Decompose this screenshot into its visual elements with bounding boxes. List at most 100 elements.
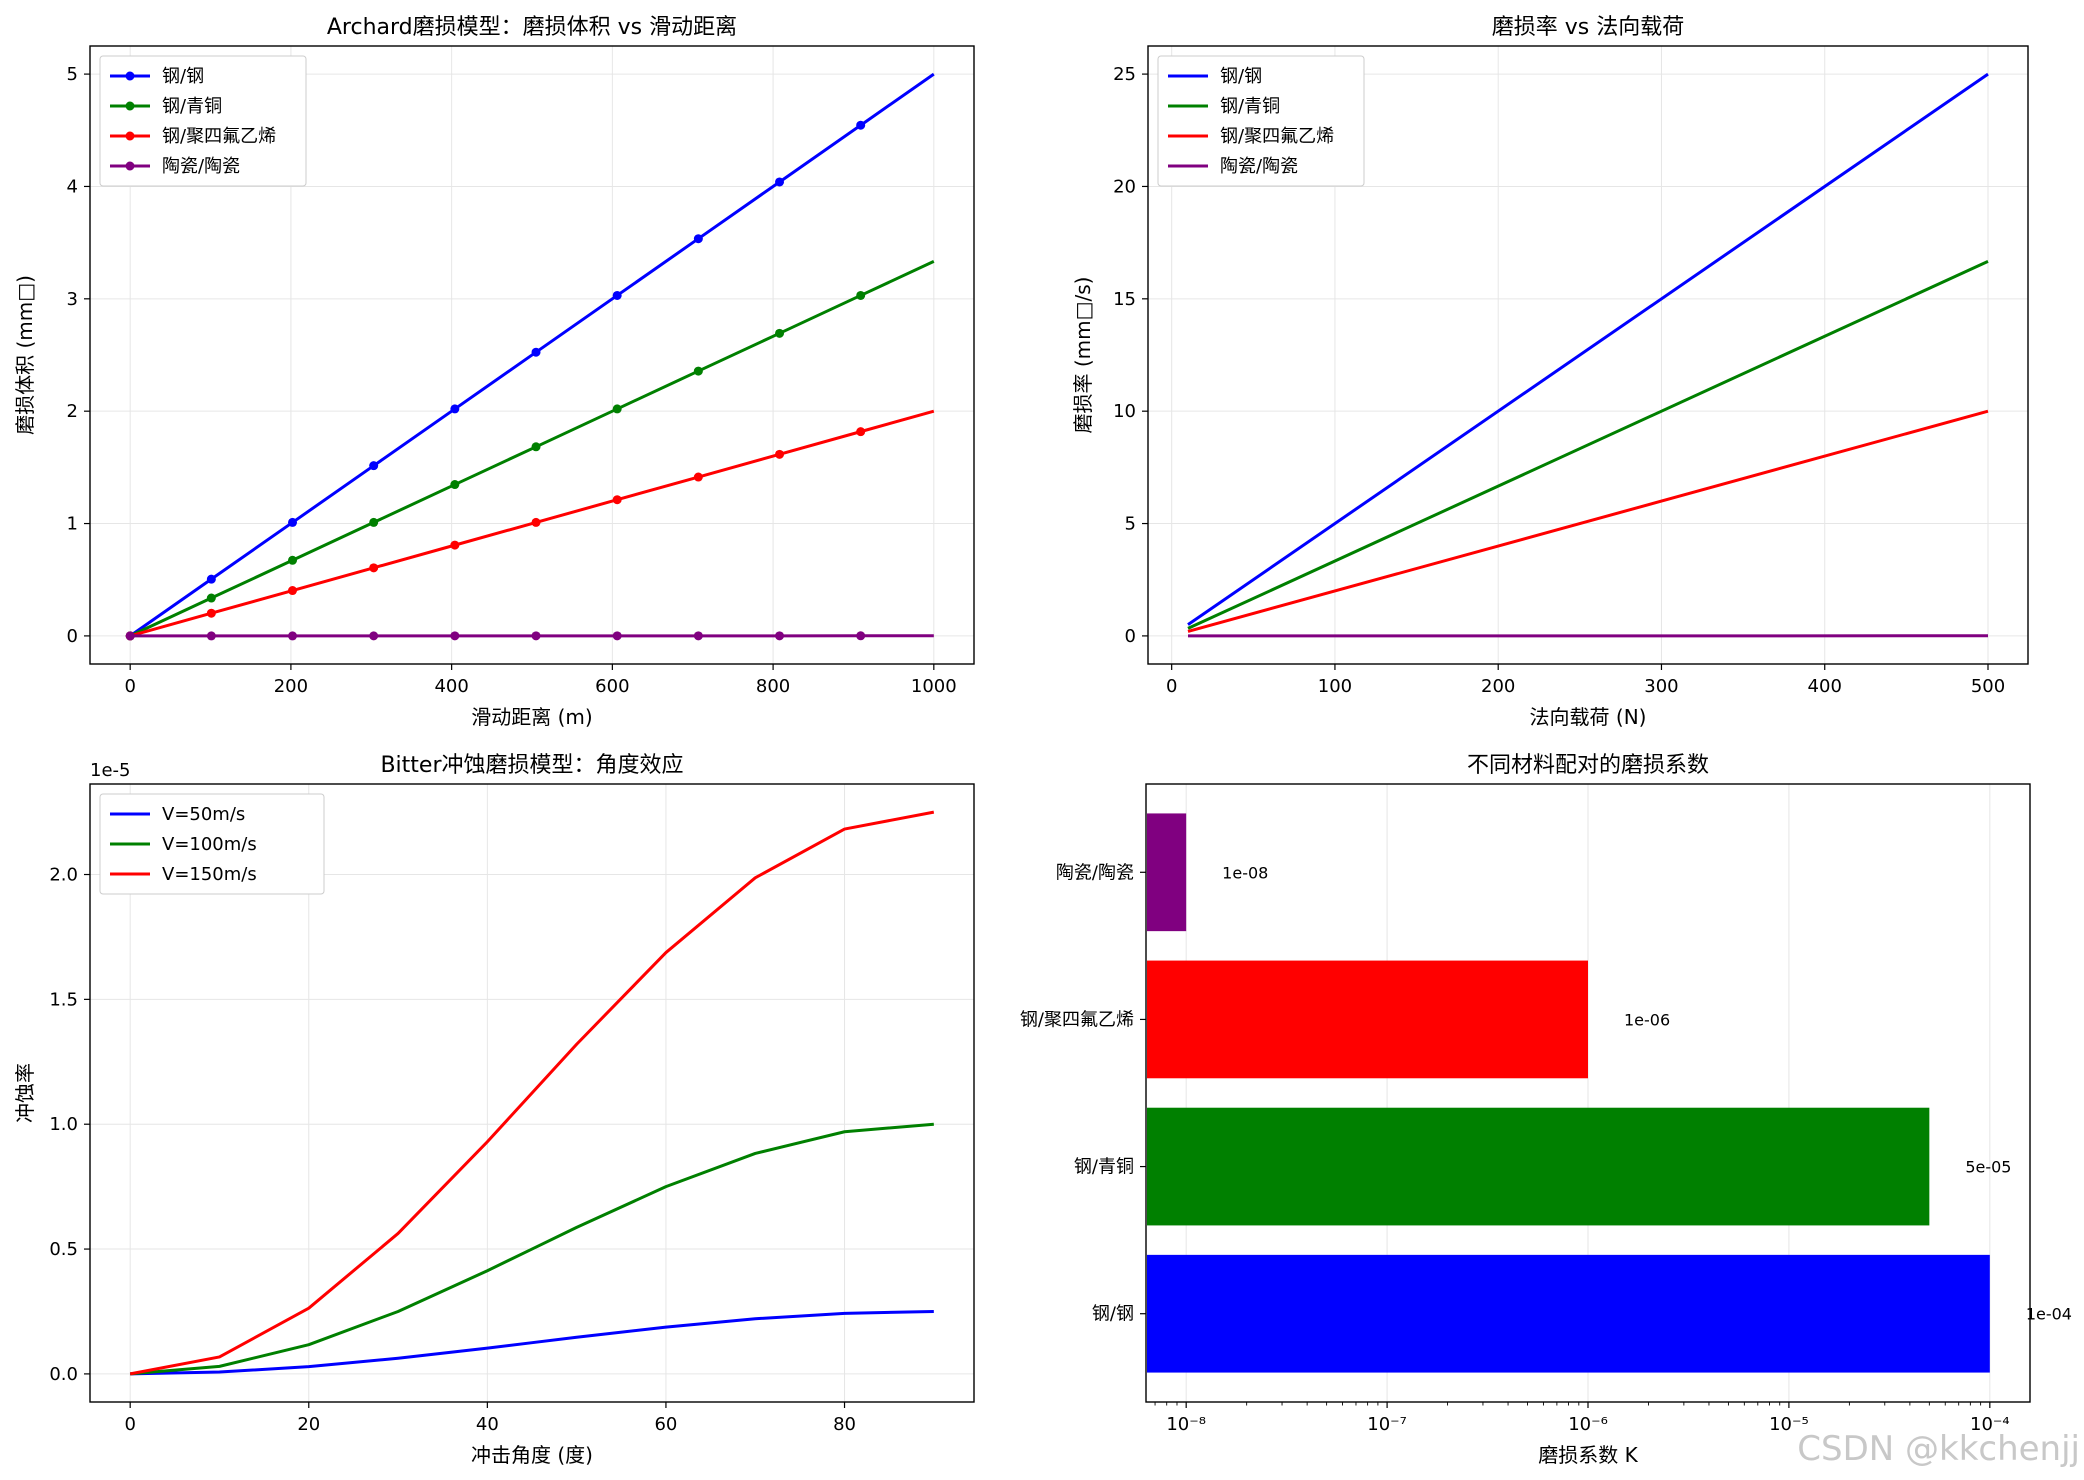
series-point (856, 120, 866, 130)
y-tick-label: 1 (67, 514, 78, 535)
bar (1147, 813, 1187, 932)
x-tick-label: 10⁻⁶ (1568, 1414, 1608, 1435)
legend-entry: 钢/聚四氟乙烯 (162, 126, 276, 147)
y-tick-label: 5 (1125, 514, 1136, 535)
x-tick-label: 80 (833, 1414, 856, 1435)
y-tick-label: 0.5 (49, 1239, 78, 1260)
y-tick-label: 2 (67, 401, 78, 422)
legend-entry: V=50m/s (162, 804, 245, 825)
y-axis-label: 冲蚀率 (13, 1063, 37, 1123)
axes-frame (89, 783, 975, 1403)
x-tick-label: 300 (1644, 676, 1678, 697)
series-point (531, 442, 541, 452)
x-tick-label: 800 (756, 676, 790, 697)
x-axis-label: 磨损系数 K (1538, 1443, 1638, 1467)
series-point (206, 631, 216, 641)
series-point (450, 480, 460, 490)
legend-entry: 钢/青铜 (162, 96, 222, 117)
x-tick-label: 400 (1808, 676, 1842, 697)
y-tick-label: 0.0 (49, 1364, 78, 1385)
x-tick-label: 10⁻⁷ (1367, 1414, 1407, 1435)
x-tick-label: 0 (124, 676, 135, 697)
x-tick-label: 100 (1318, 676, 1352, 697)
legend-marker (125, 71, 135, 81)
legend-entry: 陶瓷/陶瓷 (1220, 156, 1298, 177)
y-tick-label: 1.5 (49, 989, 78, 1010)
series-line-2 (1187, 409, 1989, 633)
chart-title: 不同材料配对的磨损系数 (1467, 753, 1709, 778)
bar-value-label: 5e-05 (1965, 1158, 2011, 1177)
x-axis-label: 法向载荷 (N) (1530, 705, 1647, 729)
x-tick-label: 1000 (911, 676, 957, 697)
y-axis-label: 磨损体积 (mm□) (13, 275, 37, 435)
legend-marker (125, 101, 135, 111)
series-point (612, 631, 622, 641)
x-tick-label: 10⁻⁴ (1970, 1414, 2010, 1435)
x-tick-label: 10⁻⁵ (1769, 1414, 1809, 1435)
series-line-0 (1187, 72, 1989, 626)
chart-archard-wear-volume: 0 200 400 600 800 1000 0 1 2 3 4 5 Archard磨损模型：磨损体积 … (13, 15, 975, 729)
y-tick-label: 25 (1113, 64, 1136, 85)
series-point (693, 366, 703, 376)
y-tick-label: 5 (67, 64, 78, 85)
x-tick-label: 200 (274, 676, 308, 697)
bar-value-label: 1e-06 (1624, 1010, 1670, 1029)
legend: V=50m/s V=100m/s V=150m/s (99, 793, 325, 895)
bar (1147, 960, 1588, 1079)
series-point (856, 631, 866, 641)
x-tick-label: 400 (434, 676, 468, 697)
series-point (450, 404, 460, 414)
chart-title: Archard磨损模型：磨损体积 vs 滑动距离 (327, 15, 737, 40)
y-tick-label: 1.0 (49, 1114, 78, 1135)
x-tick-label: 600 (595, 676, 629, 697)
legend-entry: 钢/聚四氟乙烯 (1220, 126, 1334, 147)
x-tick-label: 20 (297, 1414, 320, 1435)
y-tick-label: 2.0 (49, 865, 78, 886)
y-tick-label: 0 (67, 626, 78, 647)
series-point (369, 631, 379, 641)
y-tick-label: 陶瓷/陶瓷 (1056, 862, 1134, 883)
series-line-2 (129, 810, 935, 1376)
x-axis-label: 滑动距离 (m) (471, 705, 592, 729)
chart-bitter-erosion-angle: 0 20 40 60 80 0.0 0.5 1.0 1.5 2.0 Bitter冲蚀磨损模型：角度效… (13, 753, 975, 1467)
watermark-text: CSDN @kkchenjj (1797, 1429, 2080, 1469)
bar (1147, 1254, 1990, 1373)
y-tick-label: 20 (1113, 176, 1136, 197)
series-point (775, 328, 785, 338)
series-point (856, 290, 866, 300)
series-point (206, 593, 216, 603)
x-tick-label: 40 (476, 1414, 499, 1435)
y-tick-label: 3 (67, 289, 78, 310)
legend-entry: 陶瓷/陶瓷 (162, 156, 240, 177)
y-tick-label: 15 (1113, 289, 1136, 310)
bar (1147, 1107, 1930, 1226)
series-point (531, 347, 541, 357)
series-point (775, 631, 785, 641)
y-tick-label: 钢/钢 (1092, 1304, 1134, 1325)
series-point (288, 555, 298, 565)
x-tick-label: 60 (654, 1414, 677, 1435)
chart-wear-coefficient-bars: 1e-04 钢/钢 5e-05 钢/青铜 1e-06 钢/聚四氟乙烯 1e-08 陶瓷/陶瓷 1… (1020, 753, 2072, 1467)
legend-box (99, 793, 325, 895)
series-point (450, 540, 460, 550)
bar-value-label: 1e-04 (2026, 1305, 2072, 1324)
legend-box (1157, 55, 1365, 187)
series-point (206, 608, 216, 618)
legend-entry: 钢/青铜 (1220, 96, 1280, 117)
series-point (206, 574, 216, 584)
series-point (125, 631, 135, 641)
x-tick-label: 0 (1166, 676, 1177, 697)
legend-marker (125, 161, 135, 171)
series-point (856, 427, 866, 437)
series-point (612, 290, 622, 300)
series-point (612, 404, 622, 414)
y-tick-label: 4 (67, 176, 78, 197)
series-point (369, 563, 379, 573)
series-point (775, 177, 785, 187)
legend-entry: V=150m/s (162, 864, 257, 885)
series-point (369, 461, 379, 471)
y-tick-label: 10 (1113, 401, 1136, 422)
